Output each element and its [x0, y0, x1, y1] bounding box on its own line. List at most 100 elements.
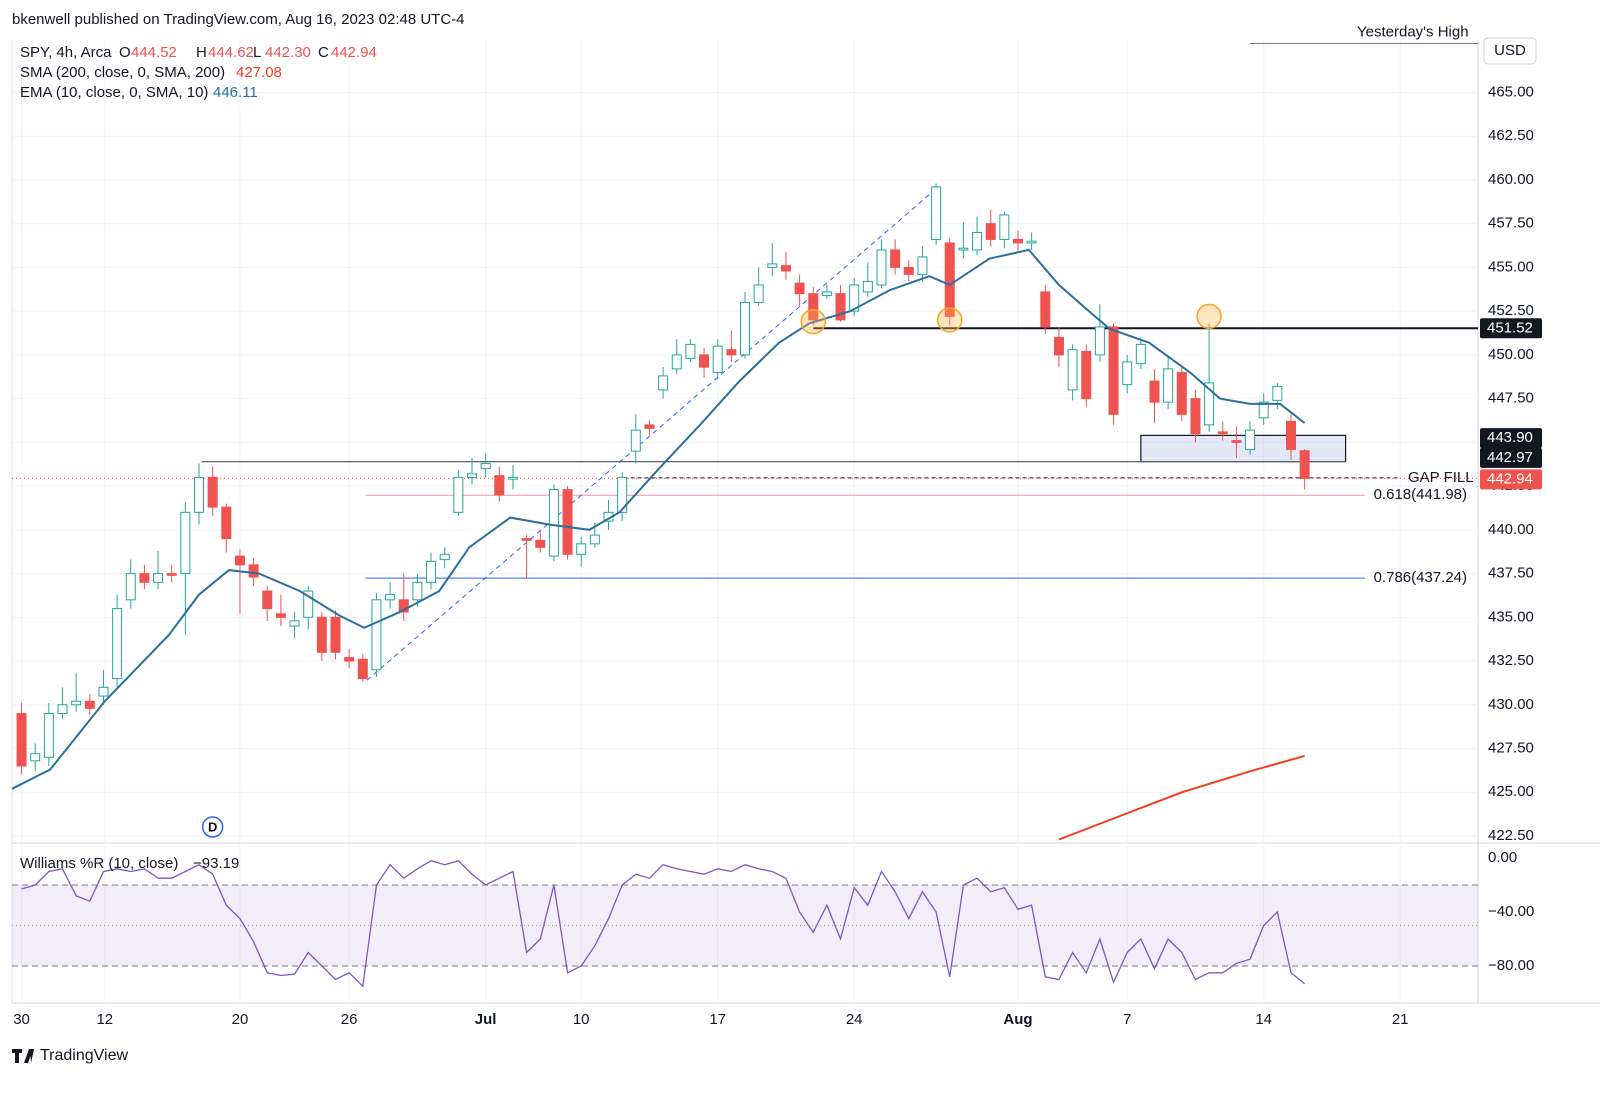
x-tick-label: 30 [13, 1011, 30, 1028]
candle [84, 694, 95, 716]
candle [439, 547, 450, 569]
candle [1108, 323, 1119, 425]
candle-body [125, 573, 136, 601]
candle [357, 654, 368, 683]
y-tick-label: 422.50 [1488, 827, 1534, 844]
y-tick-label: 452.50 [1488, 302, 1534, 319]
candle [780, 251, 791, 280]
candle-body [726, 349, 737, 356]
x-tick-label: 20 [232, 1011, 249, 1028]
x-tick-label: 17 [709, 1011, 726, 1028]
candle-body [821, 291, 832, 296]
candle [371, 592, 382, 677]
candle [944, 237, 955, 326]
candle-body [398, 599, 409, 613]
williams-name: Williams %R (10, close) [20, 855, 178, 872]
y-tick-label: 432.50 [1488, 652, 1534, 669]
highlight-marker [1196, 303, 1222, 330]
candle [821, 284, 832, 299]
candle [630, 414, 641, 464]
candle-body [931, 186, 942, 240]
candle-body [234, 555, 245, 566]
x-tick-label: Jul [475, 1011, 497, 1028]
y-tick-label: 437.50 [1488, 565, 1534, 582]
candle [1067, 344, 1078, 401]
box-tag-bg [1480, 428, 1542, 449]
candle-body [658, 375, 669, 391]
candle [903, 260, 914, 282]
candle-body [1135, 343, 1146, 365]
candle [699, 347, 710, 378]
candle-body [589, 534, 600, 545]
candle [917, 246, 928, 282]
candle [548, 484, 559, 562]
candle [862, 262, 873, 298]
candle [467, 458, 478, 485]
candle-body [1204, 382, 1215, 426]
ema-line [11, 248, 1306, 790]
candle [685, 339, 696, 362]
candle-body [494, 475, 505, 496]
ema-value: 446.11 [213, 84, 258, 101]
candle-body [685, 343, 696, 359]
candle [303, 585, 314, 630]
candle-body [862, 280, 873, 293]
candle [576, 536, 587, 567]
candle-body [371, 599, 382, 671]
candle-body [630, 429, 641, 452]
candle-body [958, 247, 969, 251]
williams-line [21, 859, 1306, 988]
candle [1135, 337, 1146, 369]
support-box [1140, 434, 1347, 463]
y-tick-label: 455.00 [1488, 258, 1534, 275]
candle-body [1012, 238, 1023, 244]
candle-body [1190, 398, 1201, 435]
y-tick-label: 457.50 [1488, 215, 1534, 232]
currency-box[interactable] [1483, 37, 1537, 65]
candle-body [849, 284, 860, 312]
candle [521, 535, 532, 579]
candle-body [357, 658, 368, 680]
candle [794, 274, 805, 306]
williams-tick-label: −80.00 [1488, 957, 1534, 974]
candle [1245, 421, 1256, 455]
last-price-tag-bg [1480, 469, 1542, 490]
candle-body [180, 511, 191, 575]
candle-body [1040, 291, 1051, 328]
candle [316, 612, 327, 662]
candle [1217, 421, 1228, 441]
candle-body [426, 560, 437, 583]
candle-body [1285, 420, 1296, 450]
candle [43, 703, 54, 767]
candle [385, 582, 396, 609]
candle [426, 552, 437, 590]
candle [207, 466, 218, 516]
y-tick-label: 435.00 [1488, 608, 1534, 625]
candle [30, 743, 41, 772]
candle [330, 610, 341, 660]
y-tick-label: 440.00 [1488, 521, 1534, 538]
candle [644, 419, 655, 436]
candle [1040, 284, 1051, 334]
candle-body [412, 581, 423, 601]
candle-body [289, 620, 300, 627]
sma-value: 427.08 [236, 64, 282, 81]
candle [289, 612, 300, 639]
candle-body [903, 266, 914, 275]
candle-body [316, 616, 327, 653]
sma-name: SMA (200, close, 0, SMA, 200) [20, 64, 225, 81]
candle [166, 564, 177, 583]
candle [507, 465, 518, 490]
last-price-tag: 442.94 [1487, 470, 1533, 487]
candle [398, 573, 409, 621]
y-tick-label: 465.00 [1488, 83, 1534, 100]
candle-body [562, 489, 573, 555]
ohlc-key: O [119, 44, 131, 61]
gap-fill-label: GAP FILL [1408, 469, 1474, 486]
candle [275, 594, 286, 627]
candle [671, 339, 682, 375]
candle-body [153, 573, 164, 583]
candle-body [521, 538, 532, 541]
candle-body [480, 462, 491, 470]
